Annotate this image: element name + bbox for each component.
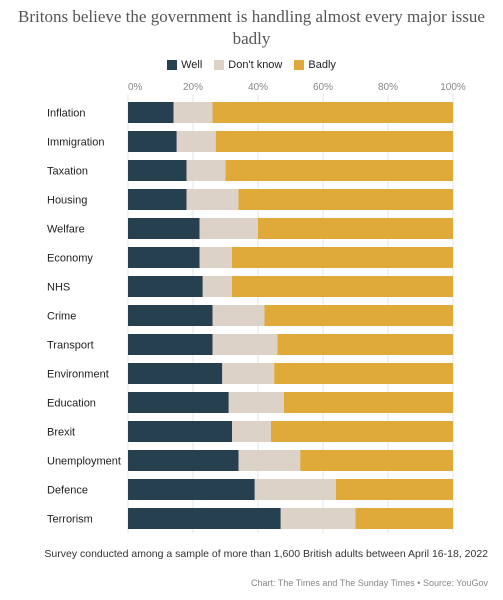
x-tick-label: 100%	[440, 82, 466, 93]
bar-segment-badly	[355, 508, 453, 529]
bar-segment-dont-know	[212, 305, 265, 326]
chart-legend: Well Don't know Badly	[0, 59, 503, 71]
legend-swatch-badly	[294, 60, 305, 70]
category-label: Unemployment	[47, 456, 121, 468]
bar-segment-well	[128, 131, 177, 152]
x-tick-label: 40%	[248, 82, 268, 93]
bar-segment-well	[128, 363, 223, 384]
bar-segment-badly	[212, 102, 453, 123]
category-label: Terrorism	[47, 514, 93, 526]
bar-segment-dont-know	[232, 421, 271, 442]
x-tick-label: 20%	[183, 82, 203, 93]
bar-segment-well	[128, 276, 203, 297]
category-label: NHS	[47, 282, 70, 294]
x-tick-label: 60%	[313, 82, 333, 93]
bar-segment-dont-know	[176, 131, 216, 152]
bar-segment-badly	[300, 450, 453, 471]
legend-item-badly: Badly	[294, 59, 336, 71]
chart-title: Britons believe the government is handli…	[18, 7, 485, 48]
bar-segment-badly	[271, 421, 453, 442]
bar-segment-well	[128, 102, 174, 123]
bar-segment-badly	[258, 218, 453, 239]
bar-segment-dont-know	[202, 276, 232, 297]
bar-segment-well	[128, 392, 229, 413]
bar-segment-well	[128, 479, 255, 500]
category-label: Education	[47, 398, 96, 410]
bar-segment-well	[128, 450, 239, 471]
bar-segment-dont-know	[186, 189, 239, 210]
bar-segment-badly	[232, 276, 453, 297]
source-credit: Chart: The Times and The Sunday Times • …	[251, 578, 488, 588]
bar-segment-dont-know	[199, 218, 258, 239]
category-label: Brexit	[47, 427, 75, 439]
bar-segment-dont-know	[228, 392, 284, 413]
bar-segment-badly	[238, 189, 453, 210]
bar-segment-dont-know	[186, 160, 226, 181]
category-label: Environment	[47, 369, 109, 381]
bar-segment-badly	[215, 131, 453, 152]
category-label: Transport	[47, 340, 94, 352]
bar-segment-well	[128, 508, 281, 529]
legend-label-dont-know: Don't know	[228, 59, 283, 71]
bar-segment-badly	[284, 392, 453, 413]
bar-segment-dont-know	[254, 479, 336, 500]
bar-segment-well	[128, 218, 200, 239]
bar-segment-badly	[232, 247, 453, 268]
category-label: Economy	[47, 253, 93, 265]
bar-segment-well	[128, 247, 200, 268]
bar-segment-badly	[225, 160, 453, 181]
bar-segment-dont-know	[222, 363, 275, 384]
category-label: Taxation	[47, 166, 88, 178]
category-label: Defence	[47, 485, 88, 497]
bar-segment-badly	[264, 305, 453, 326]
legend-label-badly: Badly	[308, 59, 336, 71]
legend-item-well: Well	[167, 59, 202, 71]
bar-segment-dont-know	[280, 508, 356, 529]
category-label: Housing	[47, 195, 87, 207]
bar-segment-badly	[274, 363, 453, 384]
bar-segment-badly	[277, 334, 453, 355]
category-label: Immigration	[47, 137, 104, 149]
category-label: Inflation	[47, 108, 86, 120]
survey-footnote: Survey conducted among a sample of more …	[44, 548, 488, 560]
bar-segment-well	[128, 421, 232, 442]
x-tick-label: 0%	[128, 82, 143, 93]
x-tick-label: 80%	[378, 82, 398, 93]
bar-segment-badly	[336, 479, 453, 500]
legend-label-well: Well	[181, 59, 203, 71]
legend-swatch-dont-know	[214, 60, 225, 70]
bar-segment-well	[128, 334, 213, 355]
bar-segment-dont-know	[173, 102, 213, 123]
category-label: Welfare	[47, 224, 85, 236]
bar-segment-well	[128, 160, 187, 181]
legend-item-dont-know: Don't know	[214, 59, 282, 71]
stacked-bar-chart: 0% 20% 40% 60% 80% 100% Inflation Immigration Ta…	[47, 82, 466, 533]
bar-segment-dont-know	[238, 450, 301, 471]
category-label: Crime	[47, 311, 76, 323]
bar-segment-dont-know	[199, 247, 232, 268]
bar-segment-dont-know	[212, 334, 278, 355]
bar-segment-well	[128, 189, 187, 210]
bar-segment-well	[128, 305, 213, 326]
legend-swatch-well	[167, 60, 178, 70]
